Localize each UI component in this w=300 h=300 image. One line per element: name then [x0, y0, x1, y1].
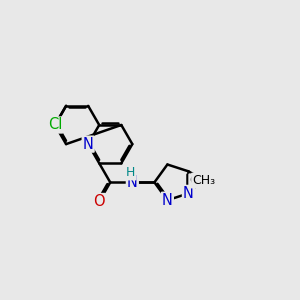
Text: N: N — [127, 175, 138, 190]
Text: O: O — [93, 194, 105, 209]
Text: N: N — [183, 186, 194, 201]
Text: CH₃: CH₃ — [189, 174, 212, 188]
Text: N: N — [162, 193, 173, 208]
Text: N: N — [83, 136, 94, 152]
Text: H: H — [126, 167, 136, 179]
Text: Cl: Cl — [48, 118, 62, 133]
Text: CH₃: CH₃ — [192, 174, 215, 187]
